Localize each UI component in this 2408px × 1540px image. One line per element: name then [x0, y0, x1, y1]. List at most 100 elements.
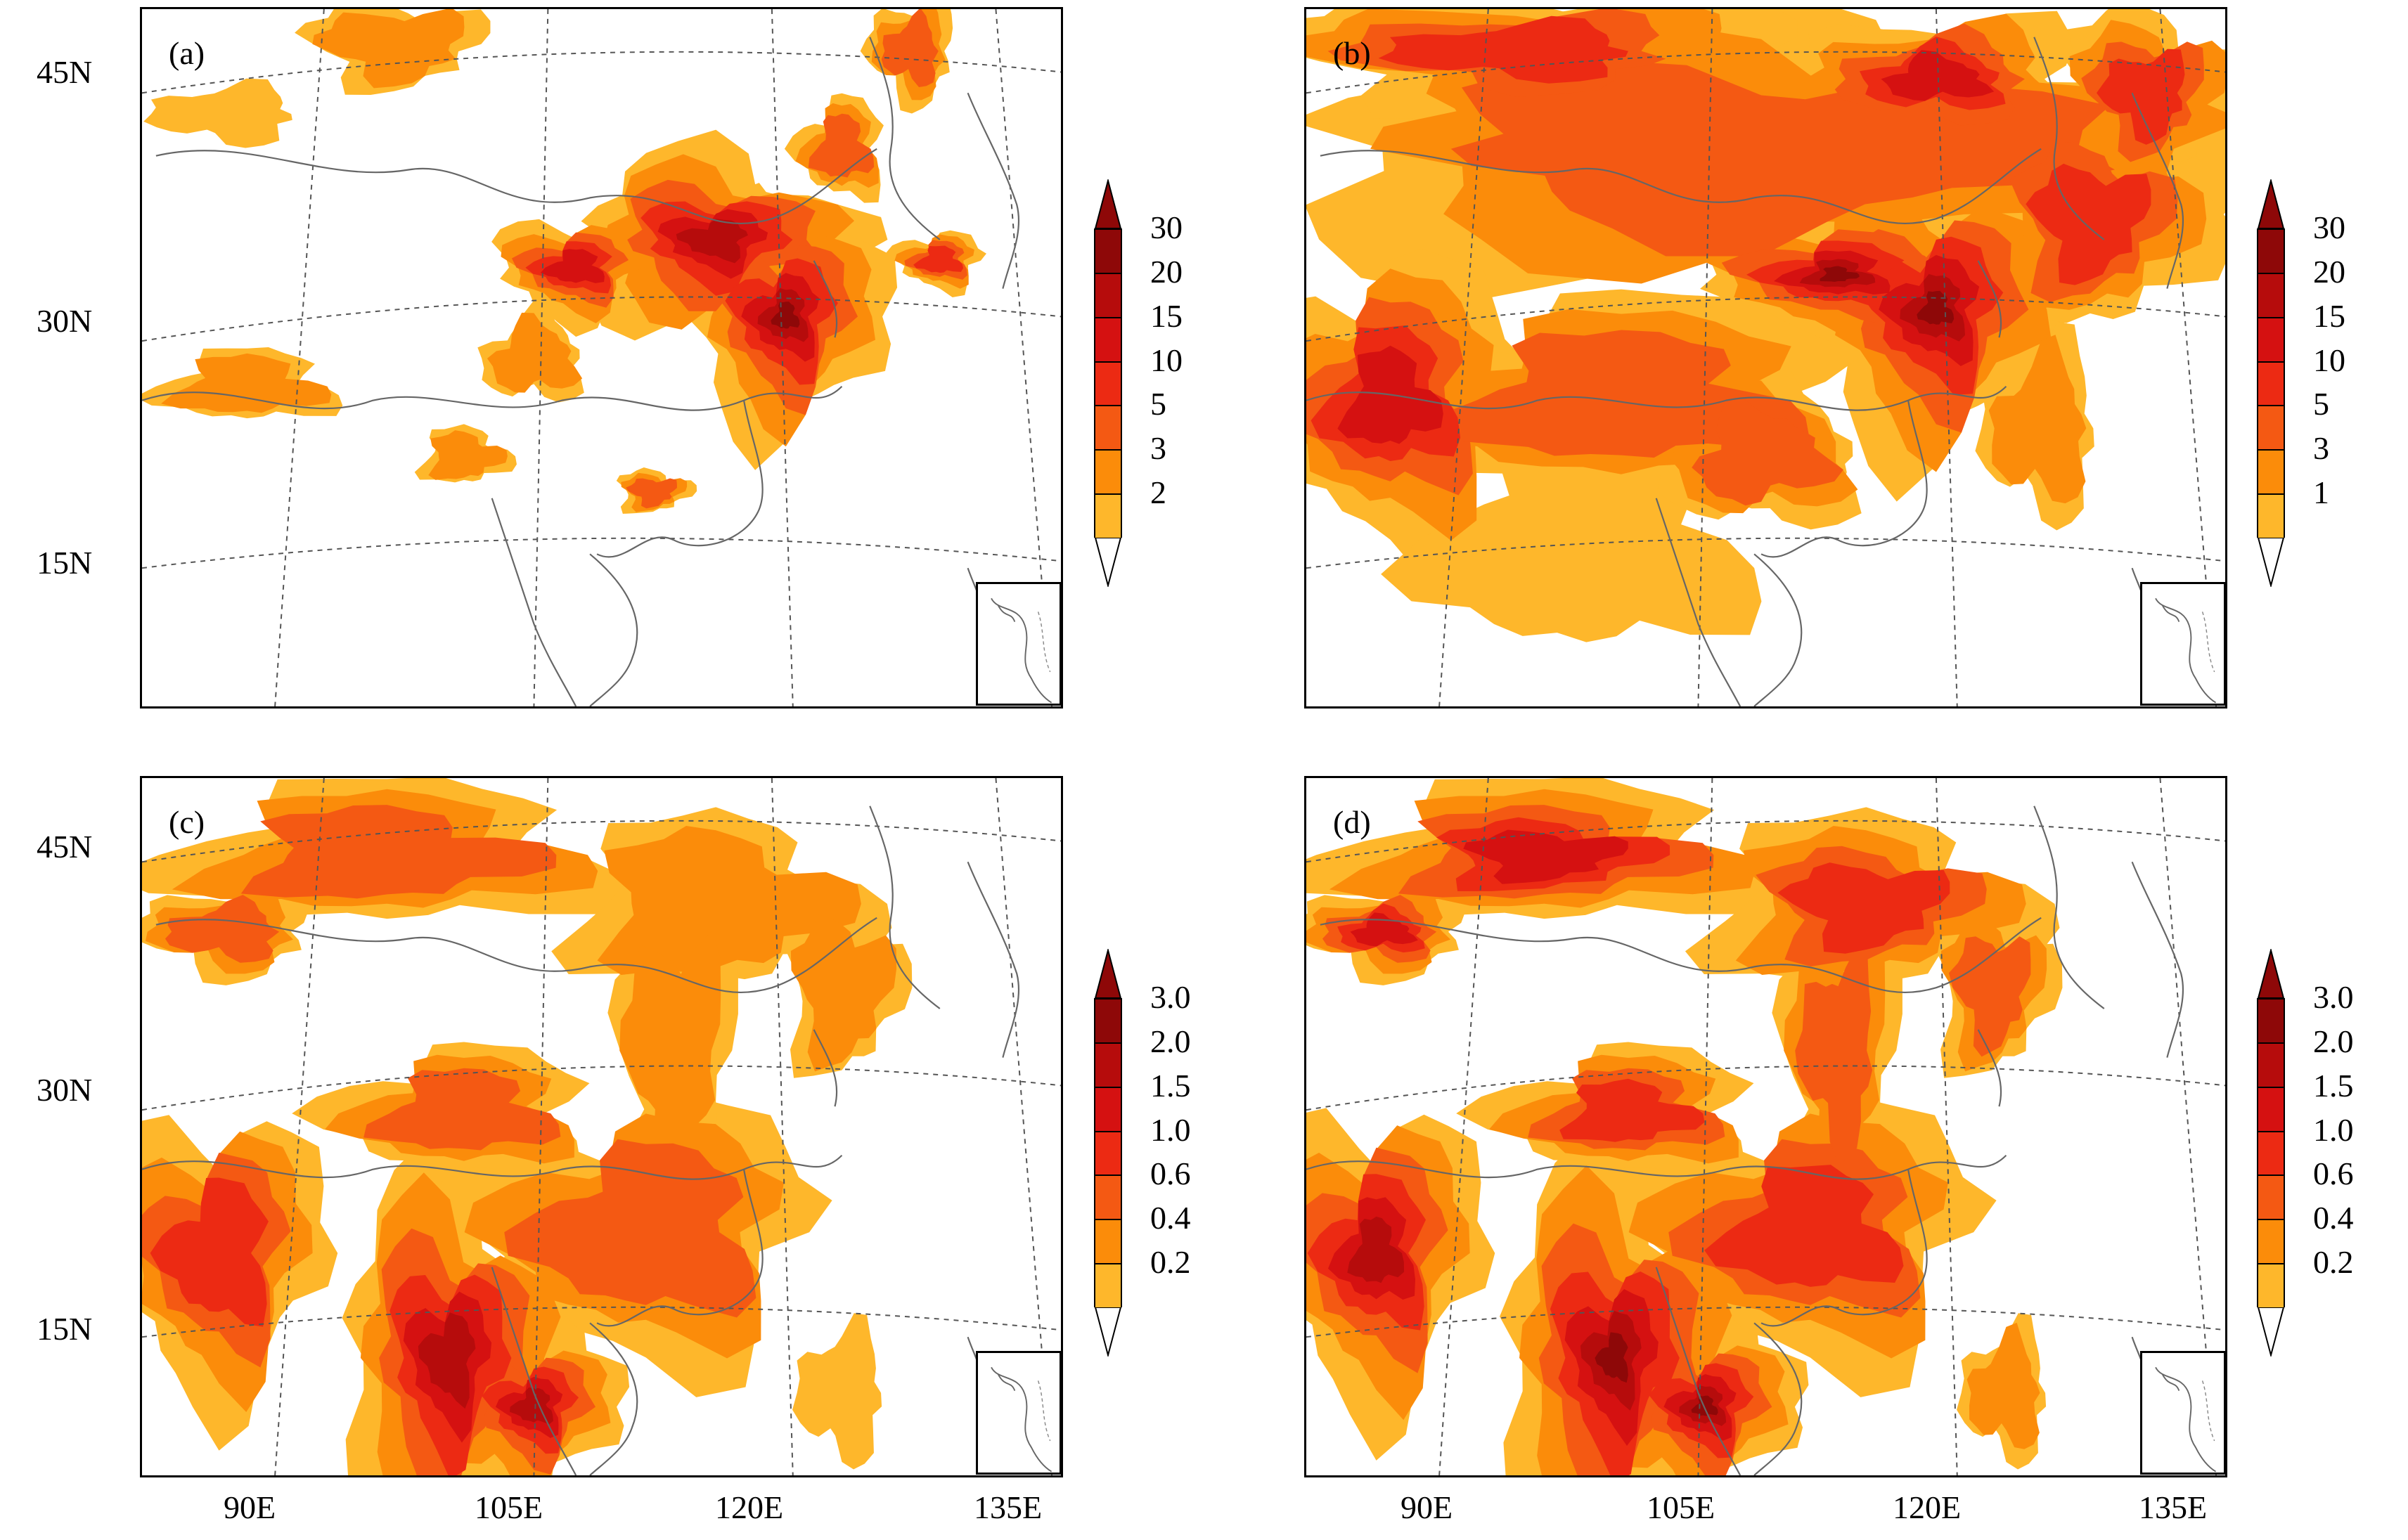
map-panel-c: (c) [140, 776, 1063, 1477]
colorbar-segment [1094, 1042, 1122, 1087]
colorbar-tick-label: 10 [2313, 342, 2345, 378]
inset-coastline [991, 597, 1052, 704]
lon-label-105e-left: 105E [475, 1489, 543, 1525]
field-contour [1463, 829, 1628, 884]
field-contour [2097, 48, 2185, 145]
colorbar-tick-label: 5 [1150, 386, 1166, 422]
colorbar-tick-label: 0.2 [2313, 1244, 2354, 1281]
lon-label-120e-right: 120E [1893, 1489, 1962, 1525]
inset-coastline [991, 1366, 1052, 1473]
coastlines [142, 805, 1026, 1475]
field-contour [165, 895, 280, 963]
field-contour [626, 478, 677, 509]
colorbar-tick-label: 1.0 [2313, 1111, 2354, 1148]
panel-label-d: (d) [1333, 804, 1371, 840]
colorbar-bottom-arrow [2257, 538, 2285, 587]
panel-label-c: (c) [169, 804, 205, 840]
field-contour [1691, 1395, 1718, 1416]
colorbar-segment [2257, 316, 2285, 361]
field-contour [418, 1312, 476, 1409]
colorbar-tick-label: 1 [2313, 474, 2329, 511]
colorbar-tick-label: 1.5 [2313, 1067, 2354, 1104]
colorbar-segment [2257, 998, 2285, 1042]
inset-map-d [2140, 1351, 2225, 1475]
colorbar-segment [2257, 493, 2285, 538]
colorbar-tick-label: 3 [2313, 430, 2329, 467]
colorbar-tick-label: 3 [1150, 430, 1166, 467]
colorbar-tick-label: 20 [2313, 253, 2345, 290]
colorbar-tick-label: 0.6 [1150, 1156, 1191, 1192]
colorbar-tick-label: 2.0 [1150, 1023, 1191, 1059]
colorbar-segment [1094, 998, 1122, 1042]
colorbar-segment [2257, 1042, 2285, 1087]
field-contour [1559, 1078, 1705, 1142]
field-contour [790, 914, 897, 1072]
field-contour [487, 312, 583, 393]
map-canvas-d [1306, 778, 2225, 1475]
field-contour [676, 219, 748, 264]
field-contour [1350, 912, 1418, 947]
colorbar-top-arrow [2257, 949, 2285, 998]
map-canvas-c [142, 778, 1061, 1475]
field-contour [504, 1139, 756, 1318]
colorbar-tick-label: 0.4 [2313, 1200, 2354, 1236]
panel-label-a: (a) [169, 35, 205, 71]
colorbar-segment [2257, 449, 2285, 494]
colorbar-tick-label: 3.0 [2313, 979, 2354, 1015]
colorbar-tick-label: 3.0 [1150, 979, 1191, 1015]
colorbar-segment [1094, 405, 1122, 450]
field-contour [913, 245, 964, 273]
colorbar-tick-label: 0.4 [1150, 1200, 1191, 1236]
field-contour [161, 353, 332, 413]
graticule [1306, 778, 2225, 1475]
field-contour [2026, 163, 2151, 285]
field-contour [150, 1177, 269, 1327]
colorbar-segment [2257, 405, 2285, 450]
field-contour [1777, 862, 1950, 954]
lat-label-15n-top: 15N [37, 545, 93, 581]
field-contour [363, 1068, 561, 1151]
colorbar-segment [1094, 1130, 1122, 1175]
colorbar-tick-label: 30 [1150, 209, 1183, 245]
panel-label-b: (b) [1333, 35, 1371, 71]
field-contour [1704, 1165, 1904, 1287]
field-contour [597, 825, 861, 976]
field-contour [1917, 290, 1955, 325]
field-contour [1595, 1332, 1628, 1383]
lat-label-45n-top: 45N [37, 54, 93, 90]
field-contour [1988, 335, 2087, 504]
colorbar-b: 30 20 15 10 5 3 1 [2257, 179, 2345, 587]
field-contour [1347, 1216, 1405, 1283]
inset-coastline [2155, 1366, 2217, 1473]
map-panel-d: (d) [1304, 776, 2227, 1477]
colorbar-tick-label: 5 [2313, 386, 2329, 422]
colorbar-top-arrow [2257, 179, 2285, 228]
lat-label-45n-bottom: 45N [37, 829, 93, 865]
colorbar-a: 30 20 15 10 5 3 2 [1094, 179, 1183, 587]
graticule [142, 9, 1061, 706]
field-contour [881, 9, 939, 88]
lon-label-90e-right: 90E [1401, 1489, 1453, 1525]
colorbar-segment [2257, 228, 2285, 273]
map-canvas-a [142, 9, 1061, 706]
colorbar-tick-label: 2.0 [2313, 1023, 2354, 1059]
colorbar-tick-label: 20 [1150, 253, 1183, 290]
field-contour [1966, 1322, 2040, 1449]
colorbar-segment [1094, 1175, 1122, 1219]
colorbar-segment [2257, 1263, 2285, 1307]
lon-label-135e-left: 135E [974, 1489, 1043, 1525]
colorbar-c: 3.0 2.0 1.5 1.0 0.6 0.4 0.2 [1094, 949, 1191, 1357]
field-contour [509, 1387, 553, 1425]
colorbar-tick-label: 1.5 [1150, 1067, 1191, 1104]
field-contour [1881, 50, 1995, 101]
colorbar-segment [1094, 1086, 1122, 1131]
field-contour [1820, 266, 1860, 282]
colorbar-segment [1094, 361, 1122, 406]
colorbar-bottom-arrow [1094, 538, 1122, 587]
colorbar-tick-label: 15 [2313, 297, 2345, 334]
colorbar-bottom-arrow [1094, 1307, 1122, 1357]
field-contour [143, 78, 292, 148]
colorbar-segment [1094, 1219, 1122, 1264]
field-contour [1378, 15, 1628, 84]
graticule [1306, 9, 2225, 706]
